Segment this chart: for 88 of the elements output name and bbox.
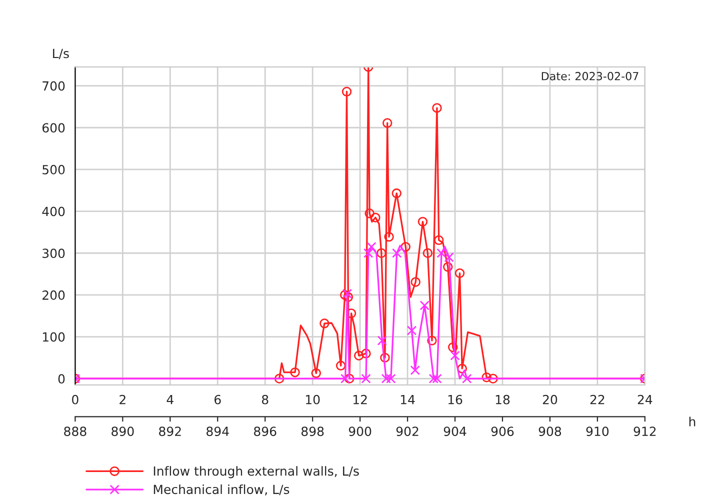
point bbox=[340, 374, 350, 384]
y-tick-label: 0 bbox=[58, 374, 65, 384]
point bbox=[366, 242, 376, 252]
x-tick-label: 6 bbox=[214, 394, 221, 404]
x2-tick-label: 910 bbox=[586, 426, 609, 436]
point bbox=[336, 360, 346, 371]
x-tick-label: 22 bbox=[590, 394, 604, 404]
point bbox=[364, 248, 374, 258]
point bbox=[290, 367, 300, 378]
point bbox=[427, 336, 437, 346]
x2-tick-label: 906 bbox=[491, 426, 514, 436]
x-tick-label: 14 bbox=[400, 395, 415, 404]
point bbox=[482, 372, 492, 382]
x2-tick-label: 904 bbox=[444, 426, 466, 436]
point bbox=[428, 374, 439, 384]
point bbox=[454, 268, 465, 278]
x-tick-label: 4 bbox=[166, 395, 174, 404]
point bbox=[320, 318, 330, 328]
x-tick-label: 10 bbox=[306, 394, 320, 404]
point bbox=[432, 374, 442, 384]
x2-tick-label: 892 bbox=[159, 426, 181, 436]
point bbox=[342, 288, 352, 299]
point bbox=[344, 374, 354, 384]
point bbox=[380, 352, 390, 363]
legend-label: Inflow through external walls, L/s bbox=[154, 466, 359, 478]
point bbox=[444, 252, 454, 262]
x2-tick-label: 912 bbox=[634, 426, 656, 436]
point bbox=[342, 86, 352, 97]
point bbox=[392, 248, 402, 258]
x-tick-label: 18 bbox=[496, 394, 510, 404]
point bbox=[406, 326, 417, 336]
y-axis-title: L/s bbox=[53, 48, 69, 60]
point bbox=[450, 350, 460, 360]
x-tick-label: 24 bbox=[638, 394, 652, 404]
point bbox=[422, 248, 433, 258]
point bbox=[434, 235, 444, 246]
x-tick-label: 16 bbox=[448, 394, 462, 404]
point bbox=[377, 336, 387, 346]
x-tick-label: 0 bbox=[72, 394, 78, 404]
y-tick-label: 500 bbox=[42, 164, 65, 174]
point bbox=[462, 374, 472, 384]
point bbox=[364, 208, 374, 218]
point bbox=[382, 118, 392, 128]
point bbox=[418, 216, 428, 227]
x-tick-label: 12 bbox=[353, 394, 367, 404]
point bbox=[420, 300, 430, 310]
y-tick-label: 200 bbox=[42, 290, 65, 300]
point bbox=[443, 262, 453, 272]
y-tick-label: 100 bbox=[42, 332, 65, 342]
point bbox=[343, 292, 354, 302]
x2-tick-label: 890 bbox=[112, 426, 134, 436]
x2-tick-label: 898 bbox=[301, 426, 324, 436]
y-tick-label: 600 bbox=[42, 123, 65, 133]
annotation: Date: 2023-02-07 bbox=[542, 72, 638, 80]
point bbox=[386, 374, 396, 384]
x2-tick-label: 894 bbox=[206, 426, 229, 436]
point bbox=[361, 374, 371, 384]
point bbox=[432, 103, 442, 113]
x-tick-label: 8 bbox=[262, 394, 268, 404]
point bbox=[370, 212, 380, 222]
x2-tick-label: 888 bbox=[64, 426, 86, 436]
x2-tick-label: 896 bbox=[254, 426, 276, 436]
x2-tick-label: 902 bbox=[396, 426, 418, 436]
point bbox=[457, 364, 467, 374]
point bbox=[392, 188, 402, 198]
x-axis-title: h bbox=[689, 416, 696, 426]
y-tick-label: 300 bbox=[42, 248, 65, 258]
x2-tick-label: 900 bbox=[348, 426, 372, 436]
x-tick-label: 2 bbox=[120, 394, 126, 404]
point bbox=[381, 374, 392, 384]
point bbox=[410, 277, 420, 287]
point bbox=[361, 348, 371, 358]
point bbox=[410, 365, 420, 376]
y-tick-label: 400 bbox=[42, 206, 65, 216]
point bbox=[400, 242, 410, 252]
x2-tick-label: 908 bbox=[538, 426, 562, 436]
point bbox=[448, 342, 458, 352]
point bbox=[384, 232, 394, 242]
y-tick-label: 700 bbox=[42, 81, 65, 91]
point bbox=[354, 350, 364, 360]
point bbox=[436, 248, 446, 258]
point bbox=[376, 248, 386, 258]
point bbox=[274, 374, 284, 384]
point bbox=[488, 374, 498, 384]
legend-label: Mechanical inflow, L/s bbox=[154, 484, 290, 496]
point bbox=[340, 290, 350, 300]
x-tick-label: 20 bbox=[542, 394, 558, 404]
point bbox=[311, 368, 321, 378]
